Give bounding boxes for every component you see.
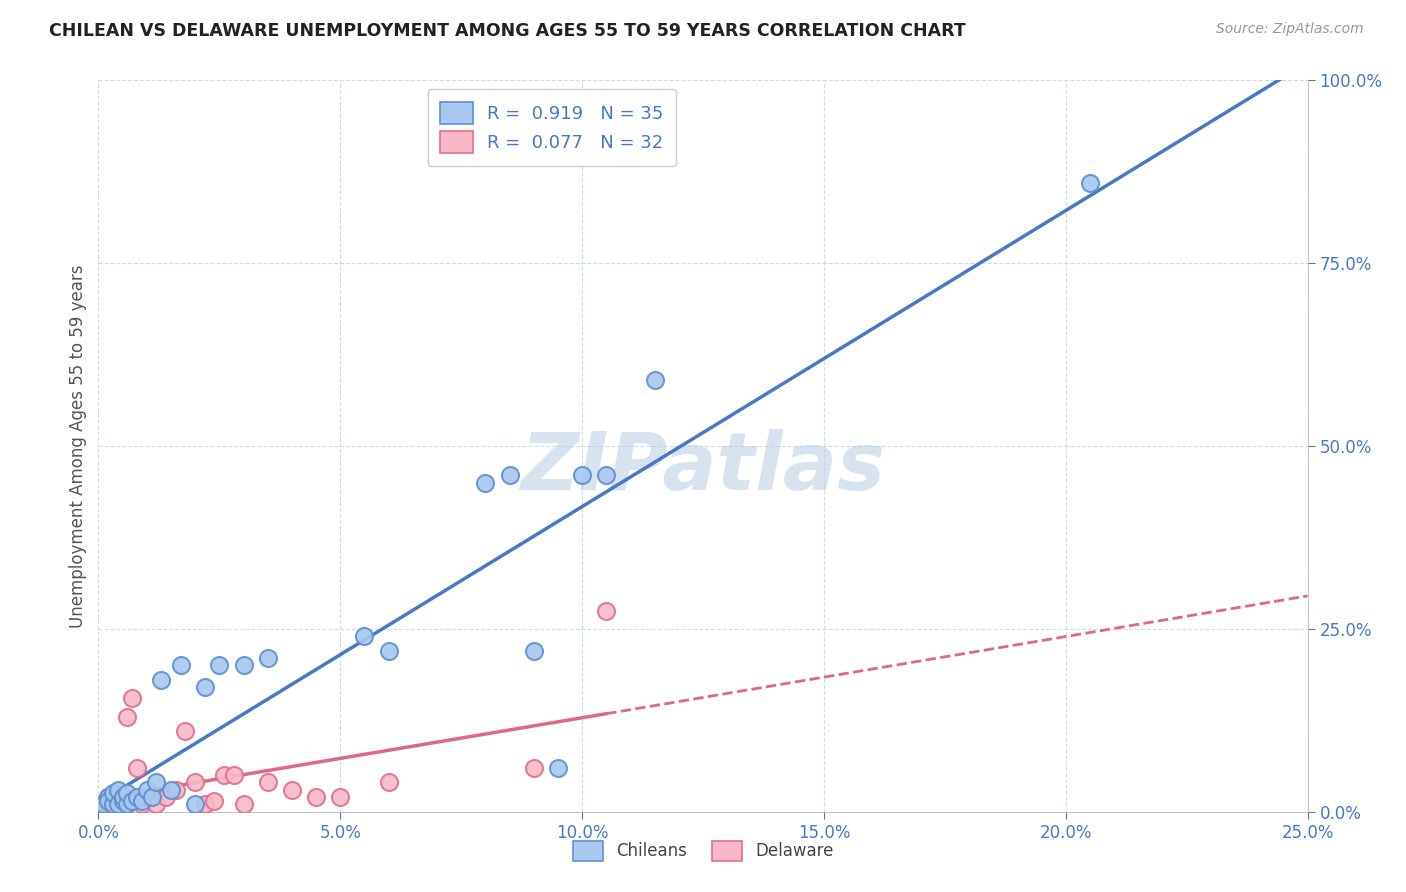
Point xyxy=(208,658,231,673)
Point xyxy=(595,468,617,483)
Point xyxy=(111,797,134,812)
Point xyxy=(174,724,197,739)
Point xyxy=(353,629,375,643)
Point xyxy=(117,709,139,723)
Point xyxy=(377,775,399,789)
Point xyxy=(101,787,124,801)
Point xyxy=(111,794,134,808)
Point xyxy=(97,790,120,805)
Point xyxy=(107,790,129,805)
Point xyxy=(165,782,187,797)
Point xyxy=(232,658,254,673)
Point xyxy=(121,794,143,808)
Point xyxy=(135,782,157,797)
Point xyxy=(121,691,143,706)
Point xyxy=(184,775,207,789)
Point xyxy=(97,794,120,808)
Point xyxy=(204,794,226,808)
Point xyxy=(281,782,304,797)
Point xyxy=(131,794,153,808)
Point xyxy=(212,768,235,782)
Text: CHILEAN VS DELAWARE UNEMPLOYMENT AMONG AGES 55 TO 59 YEARS CORRELATION CHART: CHILEAN VS DELAWARE UNEMPLOYMENT AMONG A… xyxy=(49,22,966,40)
Legend: Chileans, Delaware: Chileans, Delaware xyxy=(564,832,842,869)
Point xyxy=(595,603,617,617)
Y-axis label: Unemployment Among Ages 55 to 59 years: Unemployment Among Ages 55 to 59 years xyxy=(69,264,87,628)
Point xyxy=(523,761,546,775)
Point xyxy=(117,787,139,801)
Point xyxy=(160,782,183,797)
Text: Source: ZipAtlas.com: Source: ZipAtlas.com xyxy=(1216,22,1364,37)
Point xyxy=(111,794,134,808)
Point xyxy=(91,797,114,812)
Point xyxy=(474,475,496,490)
Point xyxy=(523,644,546,658)
Point xyxy=(1078,176,1101,190)
Point xyxy=(169,658,191,673)
Point xyxy=(141,790,163,805)
Point xyxy=(232,797,254,812)
Point xyxy=(131,797,153,812)
Point xyxy=(305,790,328,805)
Point xyxy=(547,761,569,775)
Point xyxy=(498,468,520,483)
Point xyxy=(256,651,278,665)
Point xyxy=(377,644,399,658)
Point xyxy=(117,797,139,812)
Point xyxy=(97,797,120,812)
Point xyxy=(107,782,129,797)
Point xyxy=(101,797,124,812)
Point xyxy=(101,797,124,812)
Point xyxy=(135,790,157,805)
Point xyxy=(150,673,173,687)
Point xyxy=(194,681,217,695)
Point xyxy=(145,775,167,789)
Point xyxy=(117,797,139,812)
Point xyxy=(644,373,666,387)
Point xyxy=(222,768,245,782)
Point xyxy=(145,797,167,812)
Point xyxy=(127,761,149,775)
Point xyxy=(97,790,120,805)
Point xyxy=(101,794,124,808)
Text: ZIPatlas: ZIPatlas xyxy=(520,429,886,507)
Point xyxy=(155,790,177,805)
Point xyxy=(111,790,134,805)
Point xyxy=(571,468,593,483)
Point xyxy=(107,797,129,812)
Point xyxy=(256,775,278,789)
Point xyxy=(127,790,149,805)
Point xyxy=(91,797,114,812)
Point xyxy=(194,797,217,812)
Point xyxy=(107,790,129,805)
Point xyxy=(329,790,352,805)
Point xyxy=(184,797,207,812)
